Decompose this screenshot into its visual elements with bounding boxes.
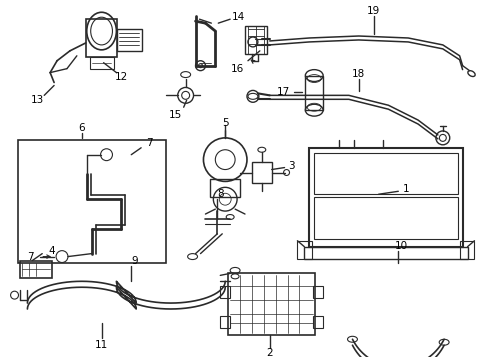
Bar: [245, 26, 267, 54]
Text: 17: 17: [277, 87, 290, 98]
Bar: [309, 148, 463, 247]
Text: 7: 7: [27, 252, 34, 262]
Bar: [252, 162, 272, 183]
Bar: [21, 261, 52, 278]
Text: 6: 6: [78, 123, 85, 133]
Bar: [313, 286, 323, 298]
Bar: [313, 316, 323, 328]
Bar: [297, 241, 312, 258]
Text: 10: 10: [395, 241, 408, 251]
Bar: [86, 19, 118, 57]
Text: 3: 3: [288, 161, 295, 171]
Bar: [210, 179, 240, 197]
Text: 19: 19: [367, 6, 380, 16]
Text: 18: 18: [352, 69, 366, 78]
Text: 2: 2: [267, 347, 273, 357]
Bar: [220, 316, 230, 328]
Bar: [314, 153, 458, 194]
Bar: [18, 140, 166, 264]
Bar: [220, 286, 230, 298]
Bar: [314, 197, 458, 239]
Text: 1: 1: [403, 184, 410, 194]
Text: 15: 15: [169, 110, 182, 120]
Text: 14: 14: [231, 12, 245, 22]
Text: 12: 12: [115, 72, 128, 82]
Bar: [118, 29, 142, 51]
Bar: [305, 76, 323, 110]
Text: 5: 5: [222, 118, 228, 128]
Bar: [304, 247, 467, 258]
Text: 11: 11: [95, 339, 108, 350]
Text: 16: 16: [230, 64, 244, 74]
Bar: [460, 241, 474, 258]
Bar: [90, 57, 115, 69]
Text: 9: 9: [131, 256, 138, 266]
Text: 8: 8: [217, 189, 223, 199]
Text: 13: 13: [31, 95, 44, 105]
Bar: [228, 273, 315, 335]
Text: 4: 4: [49, 246, 55, 256]
Text: 7: 7: [146, 138, 152, 148]
